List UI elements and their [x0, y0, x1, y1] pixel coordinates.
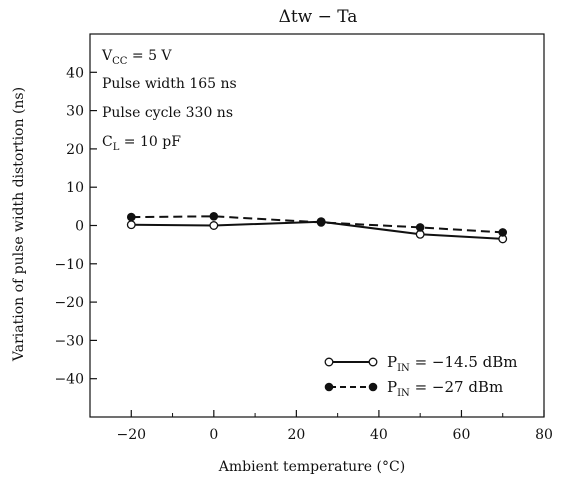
series-1-point — [209, 221, 219, 230]
x-tick-label: 20 — [287, 427, 305, 443]
annotation-pulse-cycle: Pulse cycle 330 ns — [102, 105, 233, 121]
series-layer — [126, 212, 508, 244]
x-axis-title: Ambient temperature (°C) — [218, 459, 405, 475]
legend-marker-open — [368, 357, 378, 367]
series-2-point — [498, 228, 508, 237]
annotation-pulse-width: Pulse width 165 ns — [102, 76, 237, 92]
annotation-vcc: VCC = 5 V — [101, 48, 172, 67]
x-tick-label: 0 — [209, 427, 218, 443]
series-2-point — [126, 212, 136, 222]
series-1-point — [126, 220, 136, 230]
annotation-cl: CL = 10 pF — [102, 134, 181, 153]
x-tick-label: −20 — [116, 427, 146, 443]
x-tick-label: 40 — [370, 427, 388, 443]
legend-marker-open — [324, 357, 334, 367]
chart-title: Δtw − Ta — [279, 7, 358, 27]
legend-label-series-2: PIN = −27 dBm — [387, 378, 503, 399]
legend: PIN = −14.5 dBm PIN = −27 dBm — [324, 353, 518, 399]
y-tick-label: 40 — [66, 65, 84, 81]
y-tick-label: −20 — [54, 295, 84, 311]
y-tick-label: −10 — [54, 257, 84, 273]
legend-label-series-1: PIN = −14.5 dBm — [387, 353, 518, 374]
y-axis-title: Variation of pulse width distortion (ns) — [11, 87, 27, 362]
series-2-point — [209, 212, 219, 221]
y-tick-label: −40 — [54, 372, 84, 388]
series-2-point — [415, 223, 425, 232]
y-tick-label: 20 — [66, 142, 84, 158]
legend-marker-filled — [324, 382, 334, 392]
legend-marker-filled — [368, 382, 378, 392]
x-tick-label: 80 — [535, 427, 553, 443]
y-tick-label: −30 — [54, 333, 84, 349]
series-line-1 — [131, 220, 503, 240]
series-2-point — [316, 218, 326, 227]
y-tick-label: 30 — [66, 104, 84, 120]
x-tick-label: 60 — [453, 427, 471, 443]
x-axis: −20 0 20 40 60 80 — [89, 410, 553, 443]
y-tick-label: 0 — [75, 219, 84, 235]
condition-annotations: VCC = 5 V Pulse width 165 ns Pulse cycle… — [101, 48, 237, 153]
y-axis: 40 30 20 10 0 −10 −20 −30 −40 — [54, 65, 97, 388]
y-tick-label: 10 — [66, 180, 84, 196]
